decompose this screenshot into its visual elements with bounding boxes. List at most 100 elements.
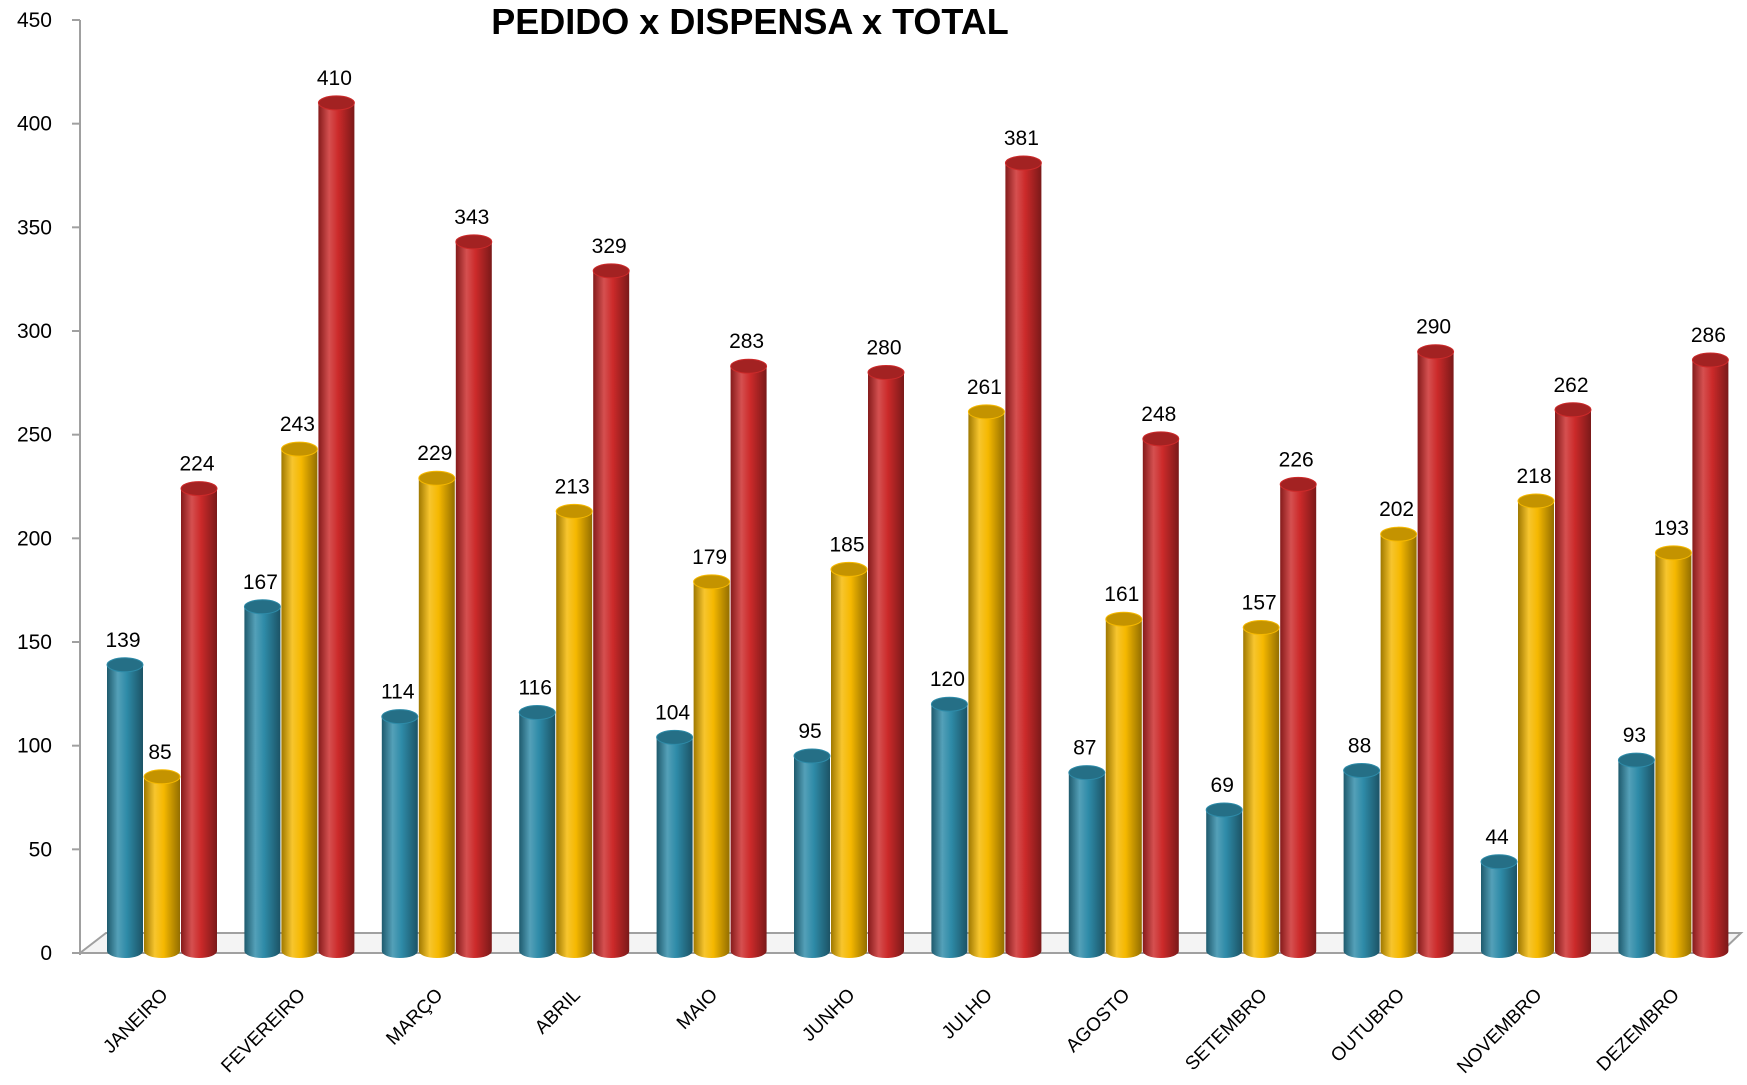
bar-cap [418, 470, 456, 486]
data-label: 343 [454, 206, 489, 229]
bar-cap [1004, 155, 1042, 171]
bar-cap [180, 481, 218, 497]
data-label: 157 [1242, 591, 1277, 614]
bar-cap [1068, 765, 1106, 781]
bar [1417, 351, 1454, 958]
data-label: 179 [692, 546, 727, 569]
bar [1142, 438, 1179, 958]
bar-cap [317, 95, 355, 111]
bars-group [106, 95, 1729, 959]
bar-cap [656, 729, 694, 745]
y-tick-label: 350 [17, 216, 52, 239]
data-label: 224 [179, 453, 214, 476]
data-label: 193 [1654, 517, 1689, 540]
data-label: 262 [1553, 374, 1588, 397]
data-label: 410 [317, 67, 352, 90]
bar-cap [280, 441, 318, 457]
bar [931, 704, 968, 958]
data-label: 104 [655, 701, 690, 724]
bar-cap [730, 358, 768, 374]
bar-cap [455, 234, 493, 250]
data-label: 87 [1073, 737, 1096, 760]
bar [1481, 861, 1517, 958]
bar [1105, 619, 1142, 958]
bar [519, 712, 556, 958]
data-label: 290 [1416, 316, 1451, 339]
bar-cap [592, 263, 630, 279]
data-label: 218 [1516, 465, 1551, 488]
bar-cap [1691, 352, 1729, 368]
data-label: 381 [1004, 127, 1039, 150]
x-tick-label: SETEMBRO [1181, 985, 1271, 1075]
bar [107, 664, 143, 958]
data-label: 95 [798, 720, 821, 743]
bar [181, 488, 217, 958]
bar-cap [381, 709, 419, 725]
x-tick-label: NOVEMBRO [1453, 985, 1546, 1078]
bar [1068, 772, 1105, 958]
y-tick-label: 0 [40, 942, 52, 965]
data-label: 93 [1623, 724, 1646, 747]
x-tick-label: OUTUBRO [1327, 985, 1409, 1067]
bar-cap [1480, 854, 1518, 870]
data-label: 202 [1379, 498, 1414, 521]
bar-cap [143, 769, 181, 785]
data-label: 280 [866, 336, 901, 359]
x-tick-label: MARÇO [382, 985, 447, 1050]
bar [693, 581, 730, 958]
bar [281, 449, 318, 958]
bar-cap [243, 599, 281, 615]
data-label: 329 [592, 235, 627, 258]
x-tick-label: JULHO [938, 985, 997, 1044]
data-label: 161 [1104, 583, 1139, 606]
bar [1692, 360, 1729, 958]
bar-cap [106, 657, 144, 673]
bar-cap [693, 574, 731, 590]
y-tick-label: 250 [17, 424, 52, 447]
bar [418, 478, 455, 958]
bar-cap [1279, 476, 1317, 492]
y-tick-label: 450 [17, 9, 52, 32]
bar-cap [1417, 344, 1455, 360]
data-label: 248 [1141, 403, 1176, 426]
bar-cap [555, 503, 593, 519]
data-label: 185 [829, 533, 864, 556]
data-label: 229 [417, 442, 452, 465]
bar [455, 241, 492, 958]
bar [730, 366, 767, 958]
x-tick-label: DEZEMBRO [1593, 985, 1684, 1076]
bar [656, 737, 693, 958]
bar [968, 411, 1005, 958]
bar [1343, 770, 1380, 958]
data-label: 167 [243, 571, 278, 594]
data-label: 283 [729, 330, 764, 353]
data-label: 114 [381, 681, 415, 704]
bar [831, 569, 867, 958]
bar-cap [1654, 545, 1692, 561]
y-tick-label: 200 [17, 527, 52, 550]
y-tick-label: 150 [17, 631, 52, 654]
bar-cap [1554, 402, 1592, 418]
bar-cap [1380, 526, 1418, 542]
bar [1280, 484, 1317, 958]
bar [1005, 163, 1042, 958]
bar [556, 511, 593, 958]
x-tick-label: MAIO [673, 985, 722, 1034]
data-label: 88 [1348, 735, 1371, 758]
bar-cap [1142, 431, 1180, 447]
bar-cap [967, 404, 1005, 420]
bar [794, 756, 830, 958]
data-label: 69 [1211, 774, 1234, 797]
bar-cap [1517, 493, 1555, 509]
bar-cap [1343, 763, 1381, 779]
bar [1655, 552, 1692, 958]
bar [318, 102, 355, 958]
data-label: 44 [1485, 826, 1509, 849]
bar-cap [1105, 611, 1143, 627]
bar [593, 270, 630, 959]
bar [1380, 534, 1417, 958]
y-tick-label: 100 [17, 735, 52, 758]
bar [1243, 627, 1280, 958]
x-tick-label: FEVEREIRO [217, 985, 309, 1077]
